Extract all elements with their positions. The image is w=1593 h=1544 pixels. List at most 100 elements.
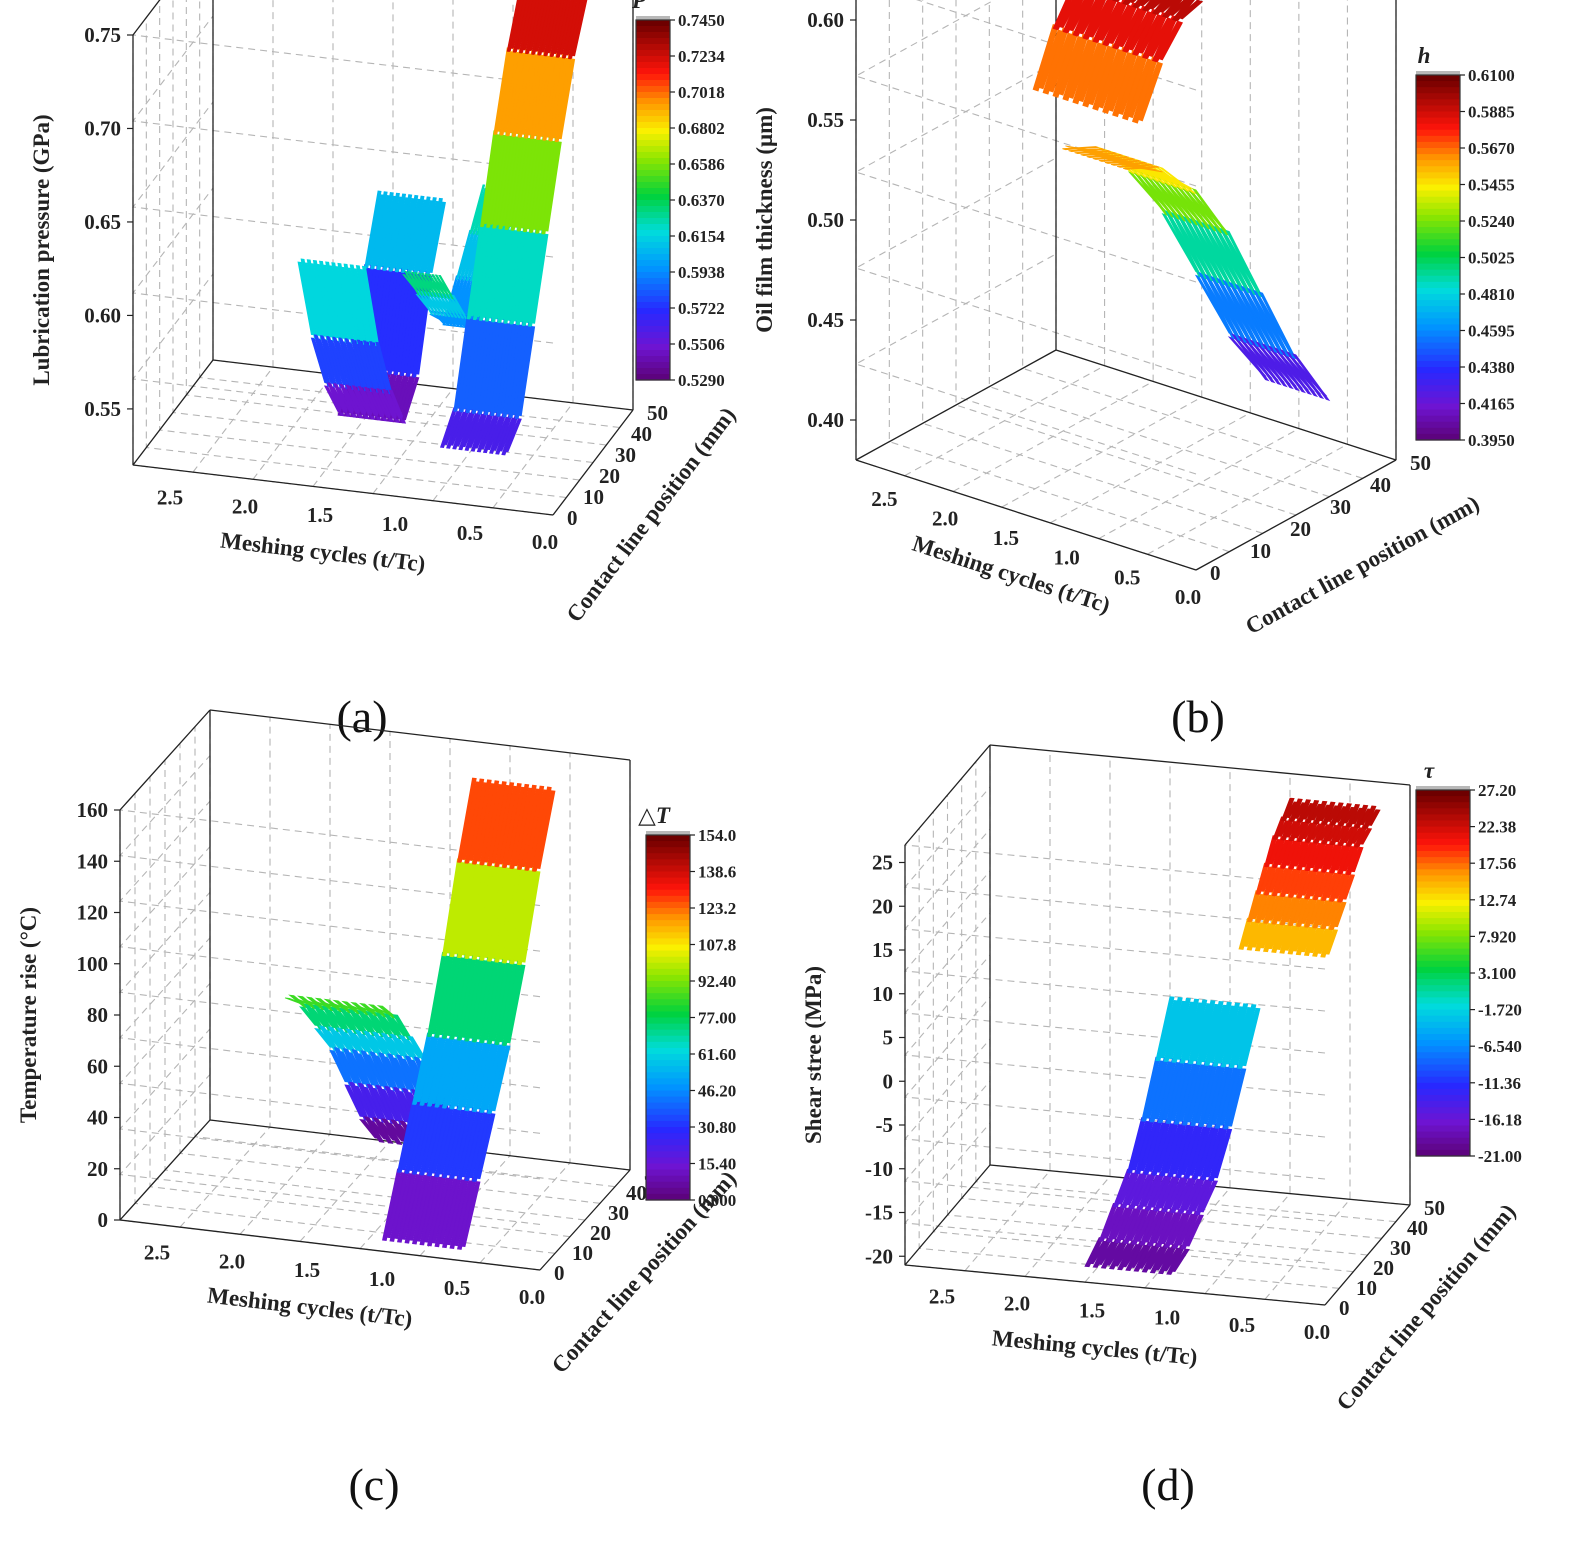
x-axis-label: Meshing cycles (t/Tc) — [991, 1325, 1199, 1369]
colorbar-swatch — [636, 182, 670, 189]
grid-line — [903, 954, 1326, 1096]
colorbar-swatch — [646, 1054, 690, 1061]
colorbar-swatch — [636, 80, 670, 87]
surface-patch — [549, 0, 565, 58]
surface-patch — [531, 0, 546, 55]
colorbar-cap — [1416, 786, 1470, 790]
z-tick-label: 5 — [883, 1026, 894, 1050]
z-tick-label: 160 — [77, 798, 109, 822]
surface-patch — [419, 197, 437, 276]
colorbar-label: -6.540 — [1478, 1037, 1522, 1056]
colorbar-label: 0.4810 — [1468, 285, 1515, 304]
colorbar-swatch — [646, 993, 690, 1000]
colorbar-swatch — [1416, 348, 1460, 356]
colorbar-swatch — [646, 859, 690, 867]
colorbar-swatch — [1416, 300, 1460, 307]
surface-patch — [1321, 801, 1336, 825]
colorbar-swatch — [1416, 257, 1460, 265]
surface-a — [297, 0, 588, 456]
colorbar-swatch — [636, 164, 670, 171]
z-tick-label: 0.55 — [807, 108, 844, 132]
y-tick-label: 10 — [1250, 539, 1271, 563]
colorbar-swatch — [1416, 190, 1460, 198]
surface-patch — [490, 1045, 511, 1112]
z-axis-label: Shear stree (MPa) — [801, 966, 826, 1144]
colorbar-swatch — [636, 332, 670, 339]
z-tick-label: 140 — [77, 849, 109, 873]
colorbar-swatch — [646, 1047, 690, 1055]
colorbar-swatch — [1416, 1082, 1470, 1090]
colorbar-cap — [636, 16, 670, 20]
surface-patch — [370, 191, 388, 270]
box-edge — [119, 1119, 211, 1221]
colorbar-a: 0.7450 0.7234 0.7018 0.6802 0.6586 0.6370 0.61… — [631, 0, 725, 390]
colorbar-swatch — [1416, 1003, 1470, 1011]
grid-line — [964, 750, 1051, 1272]
colorbar-swatch — [1416, 851, 1470, 858]
surface-patch — [1258, 291, 1297, 360]
surface-patch — [512, 0, 528, 53]
colorbar-swatch — [1416, 391, 1460, 399]
caption-d: (d) — [1141, 1459, 1195, 1510]
x-tick-label: 2.0 — [932, 506, 958, 530]
colorbar-label: -1.720 — [1478, 1001, 1522, 1020]
colorbar-swatch — [636, 254, 670, 261]
colorbar-swatch — [1416, 1027, 1470, 1035]
colorbar-swatch — [1416, 397, 1460, 405]
colorbar-swatch — [1416, 87, 1460, 94]
caption-a: (a) — [336, 691, 388, 742]
colorbar-swatch — [646, 1066, 690, 1073]
surface-patch — [457, 777, 477, 863]
colorbar-label: 0.5240 — [1468, 212, 1515, 231]
colorbar-swatch — [636, 320, 670, 327]
surface-patch — [401, 194, 419, 274]
colorbar-swatch — [1416, 912, 1470, 919]
z-tick-label: -20 — [865, 1244, 893, 1268]
colorbar-swatch — [1416, 826, 1470, 834]
colorbar-swatch — [646, 987, 690, 994]
surface-patch — [1291, 353, 1331, 402]
colorbar-label: 0.4595 — [1468, 322, 1515, 341]
colorbar-label: -11.36 — [1478, 1074, 1521, 1093]
colorbar-swatch — [646, 889, 690, 897]
surface-patch — [532, 786, 552, 872]
colorbar-swatch — [1416, 838, 1470, 846]
z-tick-label: 0.50 — [807, 208, 844, 232]
grid-line — [1084, 762, 1171, 1283]
colorbar-swatch — [1416, 1021, 1470, 1029]
colorbar-swatch — [1416, 160, 1460, 167]
colorbar-swatch — [1416, 360, 1460, 368]
colorbar-label: 138.6 — [698, 863, 736, 882]
colorbar-swatch — [636, 374, 670, 381]
colorbar-swatch — [1416, 1046, 1470, 1053]
grid-line — [1264, 779, 1351, 1300]
colorbar-swatch — [1416, 275, 1460, 283]
colorbar-swatch — [1416, 75, 1460, 82]
colorbar-label: 61.60 — [698, 1045, 736, 1064]
colorbar-swatch — [1416, 796, 1470, 803]
colorbar-swatch — [1416, 869, 1470, 876]
z-tick-label: -5 — [876, 1113, 894, 1137]
z-tick-label: 0.60 — [84, 303, 121, 327]
surface-patch — [1330, 802, 1344, 826]
colorbar-swatch — [636, 116, 670, 123]
colorbar-label: 27.20 — [1478, 781, 1516, 800]
colorbar-label: 7.920 — [1478, 927, 1516, 946]
colorbar-swatch — [646, 1108, 690, 1116]
grid-line — [131, 15, 554, 172]
y-tick-label: 20 — [599, 464, 620, 488]
colorbar-swatch — [1416, 330, 1460, 338]
colorbar-label: 30.80 — [698, 1118, 736, 1137]
colorbar-swatch — [1416, 81, 1460, 88]
colorbar-swatch — [646, 932, 690, 940]
colorbar-swatch — [636, 110, 670, 117]
surface-patch — [1171, 997, 1191, 1063]
colorbar-swatch — [1416, 1095, 1470, 1102]
colorbar-swatch — [1416, 930, 1470, 937]
box-edge — [119, 1219, 541, 1271]
colorbar-label: 46.20 — [698, 1082, 736, 1101]
colorbar-label: 0.5290 — [678, 371, 725, 390]
colorbar-label: -21.00 — [1478, 1147, 1522, 1166]
colorbar-swatch — [1416, 111, 1460, 119]
colorbar-swatch — [1416, 1125, 1470, 1133]
